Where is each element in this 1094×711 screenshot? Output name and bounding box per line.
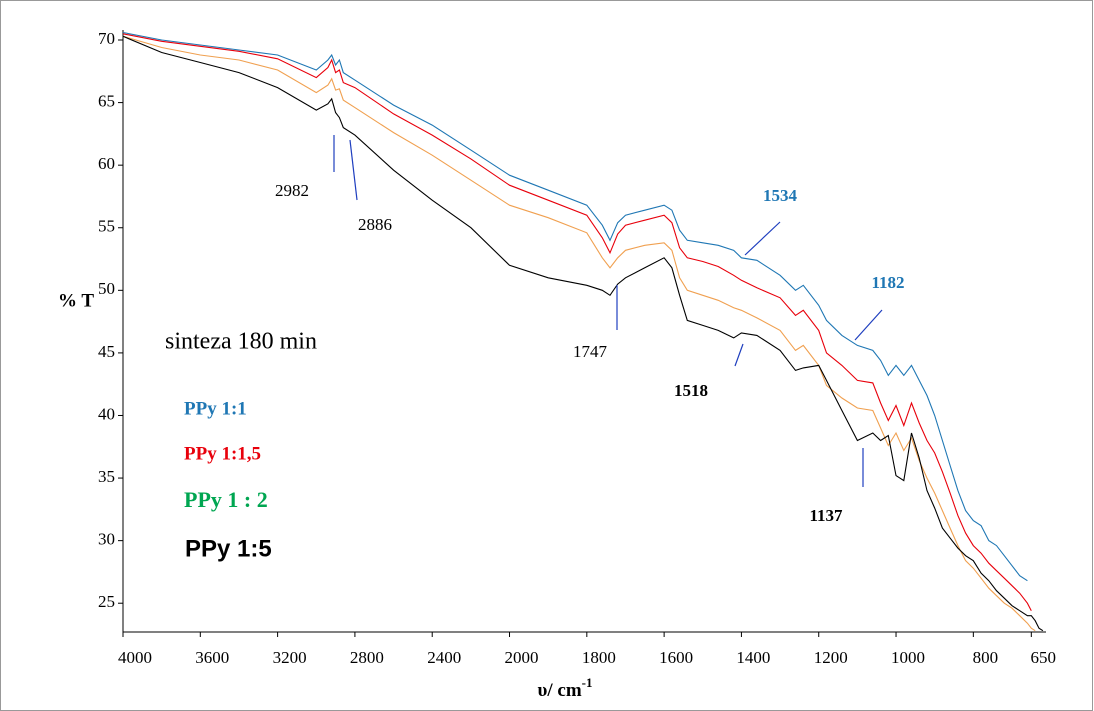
annotation: 1137 [809,506,843,525]
x-tick-label: 1000 [891,648,925,667]
y-tick-label: 30 [98,530,115,549]
y-tick-label: 40 [98,404,115,423]
legend-entry: PPy 1:1,5 [184,443,261,464]
x-tick-label: 1800 [582,648,616,667]
x-tick-label: 2000 [505,648,539,667]
annotation-marker [734,343,744,367]
y-tick-label: 35 [98,467,115,486]
series-line [122,35,1036,632]
x-tick-label: 1200 [814,648,848,667]
series-line [122,33,1032,611]
y-tick-label: 55 [98,217,115,236]
x-tick-label: 1400 [736,648,770,667]
legend-entry: PPy 1:5 [185,535,272,562]
x-tick-label: 3600 [195,648,229,667]
annotation: 1747 [573,342,608,361]
y-tick-label: 45 [98,342,115,361]
annotation: 2982 [275,181,309,200]
x-axis-label: υ/ cm-1 [538,675,593,701]
y-tick-label: 25 [98,592,115,611]
y-tick-label: 65 [98,91,115,110]
x-tick-label: 650 [1031,648,1057,667]
x-tick-label: 800 [973,648,999,667]
x-tick-label: 4000 [118,648,152,667]
annotation-marker [854,309,883,341]
y-tick-label: 70 [98,29,115,48]
annotation-marker [349,139,358,201]
annotation-marker [744,221,781,256]
x-tick-label: 3200 [273,648,307,667]
annotation: 1518 [674,381,708,400]
series-line [122,31,1028,582]
annotation: 1534 [763,186,798,205]
y-tick-label: 50 [98,279,115,298]
subtitle: sinteza 180 min [165,329,317,355]
x-tick-label: 1600 [659,648,693,667]
annotation: 1182 [871,273,904,292]
y-axis-label: % T [58,290,94,311]
x-tick-label: 2400 [427,648,461,667]
x-axis-label-main: υ/ cm [538,680,582,701]
series-line [122,35,1044,632]
legend-entry: PPy 1 : 2 [184,487,268,512]
y-tick-label: 60 [98,154,115,173]
legend-entry: PPy 1:1 [184,398,247,419]
x-tick-label: 2800 [350,648,384,667]
x-axis-label-sup: -1 [582,675,593,690]
annotation: 2886 [358,215,392,234]
